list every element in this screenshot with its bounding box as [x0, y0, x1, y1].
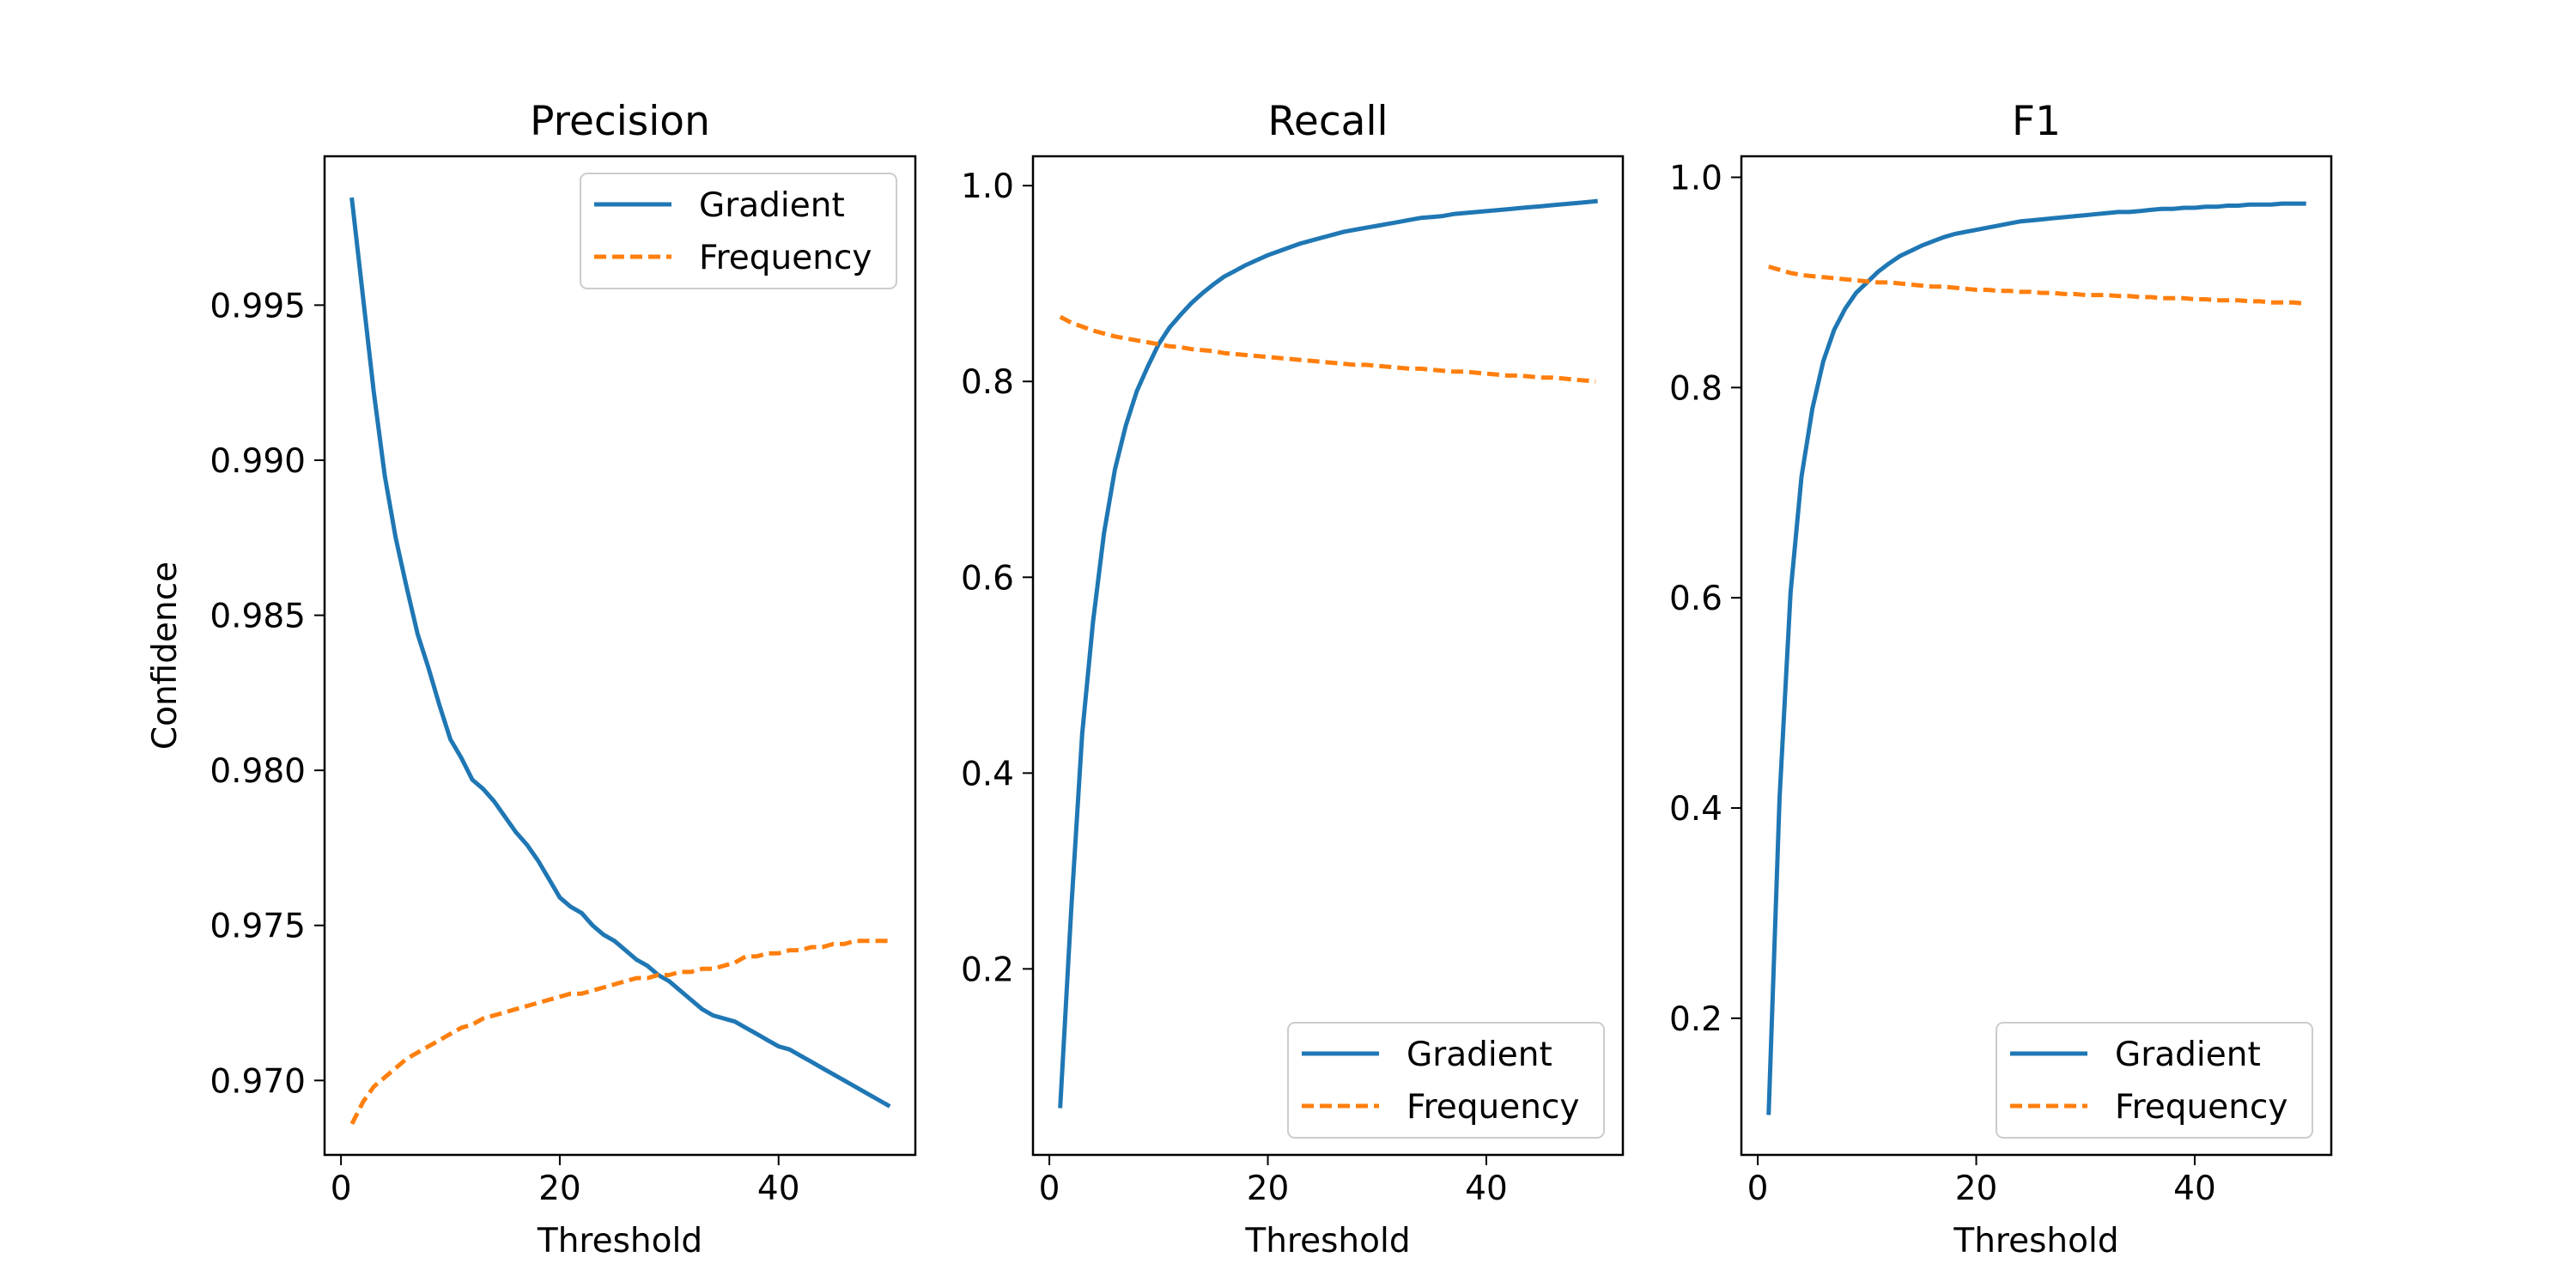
y-tick-label: 0.990	[210, 442, 306, 481]
y-tick-label: 0.4	[1669, 790, 1722, 829]
y-tick-label: 0.6	[961, 559, 1014, 598]
y-tick-label: 0.2	[961, 951, 1014, 989]
x-tick-label: 40	[1465, 1170, 1508, 1208]
y-tick-label: 0.995	[210, 287, 306, 325]
axes-frame	[1031, 155, 1625, 1157]
subplot-title: Recall	[1267, 98, 1388, 145]
subplot-f1: F1 0 20 40 0.2 0.4 0.6 0.8 1.0 Threshold Gradient F…	[1669, 98, 2333, 1261]
y-tick-label: 0.8	[1669, 369, 1722, 408]
legend: Gradient Frequency	[580, 173, 897, 289]
y-tick-label: 1.0	[1669, 159, 1722, 197]
y-tick-label: 0.970	[210, 1062, 306, 1101]
x-axis-label: Threshold	[537, 1222, 702, 1261]
y-tick-label: 0.980	[210, 752, 306, 791]
x-tick-label: 40	[757, 1170, 800, 1208]
series-line-gradient	[1058, 198, 1598, 1109]
y-tick-label: 1.0	[961, 167, 1014, 206]
legend-label: Frequency	[2115, 1088, 2287, 1127]
x-tick-label: 0	[1747, 1170, 1769, 1208]
legend-label: Frequency	[699, 239, 872, 277]
x-tick-label: 20	[1247, 1170, 1290, 1208]
y-tick-label: 0.975	[210, 908, 306, 946]
series-line-gradient	[349, 197, 891, 1109]
subplot-title: Precision	[530, 98, 710, 145]
axes-frame	[323, 155, 917, 1157]
y-tick-label: 0.6	[1669, 580, 1722, 618]
legend-label: Frequency	[1406, 1088, 1579, 1127]
x-tick-label: 0	[331, 1170, 352, 1208]
subplots: Precision 0 20 40 0.970 0.975 0.980 0.985 0.990 0…	[146, 98, 2333, 1261]
y-axis-label: Confidence	[146, 562, 185, 750]
y-tick-label: 0.8	[961, 363, 1014, 402]
series-line-frequency	[349, 939, 889, 1126]
y-tick-label: 0.2	[1669, 1000, 1722, 1039]
subplot-precision: Precision 0 20 40 0.970 0.975 0.980 0.985 0.990 0…	[146, 98, 917, 1261]
x-tick-label: 20	[1955, 1170, 1998, 1208]
legend-label: Gradient	[1406, 1036, 1552, 1074]
series-line-frequency	[1059, 314, 1596, 384]
x-tick-label: 40	[2173, 1170, 2216, 1208]
x-axis-label: Threshold	[1244, 1222, 1410, 1261]
y-tick-label: 0.4	[961, 755, 1014, 793]
y-tick-label: 0.985	[210, 598, 306, 636]
legend: Gradient Frequency	[1996, 1022, 2313, 1139]
series-line-frequency	[1768, 264, 2305, 306]
series-line-gradient	[1766, 201, 2306, 1115]
x-tick-label: 0	[1039, 1170, 1060, 1208]
legend-label: Gradient	[2115, 1036, 2261, 1074]
x-tick-label: 20	[538, 1170, 581, 1208]
axes-frame	[1740, 155, 2333, 1157]
legend: Gradient Frequency	[1287, 1022, 1605, 1139]
legend-label: Gradient	[699, 186, 845, 225]
subplot-title: F1	[2012, 98, 2061, 145]
x-axis-label: Threshold	[1953, 1222, 2118, 1261]
subplot-recall: Recall 0 20 40 0.2 0.4 0.6 0.8 1.0 Threshold Gradi…	[961, 98, 1625, 1261]
